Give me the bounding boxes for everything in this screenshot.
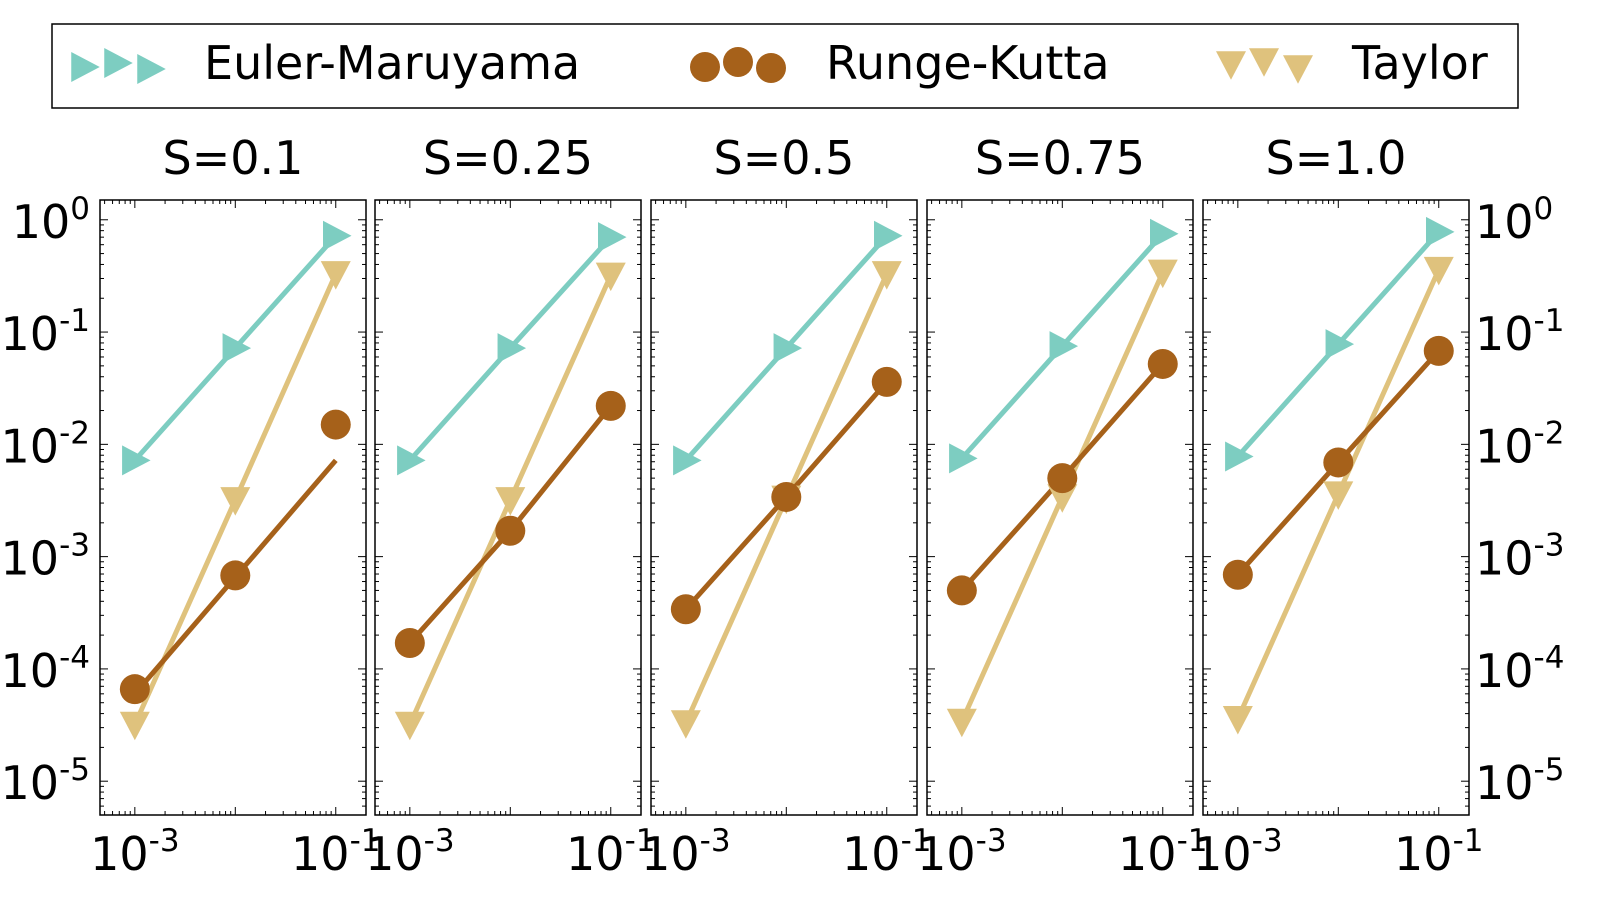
plot-area-frame	[926, 199, 1194, 816]
data-point-taylor	[670, 710, 701, 739]
data-point-euler-maruyama	[1225, 441, 1254, 472]
data-point-runge-kutta	[1323, 447, 1354, 478]
data-point-runge-kutta	[946, 575, 977, 606]
panel-title: S=0.5	[714, 131, 855, 185]
y-tick-label-right: 10-3	[1475, 528, 1564, 586]
data-point-runge-kutta	[1423, 335, 1454, 366]
legend: Euler-Maruyama Runge-Kutta Taylor	[51, 23, 1519, 109]
x-tick-label: 10-3	[90, 823, 179, 881]
data-point-runge-kutta	[771, 481, 802, 512]
data-point-taylor	[1222, 705, 1253, 735]
data-point-taylor	[394, 711, 425, 741]
y-tick-label-right: 10-4	[1475, 640, 1564, 698]
legend-marker-taylor	[1283, 55, 1313, 84]
x-tick-label: 10-1	[566, 823, 655, 881]
data-point-euler-maruyama	[497, 333, 527, 364]
panel-title: S=1.0	[1266, 131, 1407, 185]
data-point-euler-maruyama	[1426, 216, 1455, 247]
data-point-runge-kutta	[394, 628, 425, 659]
panel-2: S=0.25 10-3 10-1	[365, 131, 655, 881]
y-tick-label-left: 10-3	[1, 528, 90, 586]
data-point-euler-maruyama	[598, 222, 627, 253]
data-point-taylor	[1323, 481, 1354, 510]
data-point-taylor	[119, 711, 150, 741]
data-point-taylor	[595, 262, 626, 292]
legend-marker-euler-maruyama	[104, 48, 133, 78]
data-point-euler-maruyama	[222, 333, 252, 364]
legend-marker-euler-maruyama	[137, 54, 166, 84]
panel-title: S=0.25	[423, 131, 593, 185]
legend-label-euler-maruyama: Euler-Maruyama	[204, 36, 580, 90]
y-tick-label-left: 100	[12, 191, 90, 249]
y-tick-label-right: 10-2	[1475, 415, 1564, 473]
data-point-runge-kutta	[119, 674, 150, 705]
data-point-runge-kutta	[220, 560, 251, 591]
data-point-runge-kutta	[871, 366, 902, 397]
x-tick-label: 10-1	[291, 823, 380, 881]
data-point-taylor	[871, 261, 902, 290]
data-point-taylor	[1047, 484, 1078, 513]
data-point-taylor	[320, 261, 351, 290]
legend-marker-taylor	[1249, 48, 1279, 77]
plot-area-frame	[650, 199, 918, 816]
panel-4: S=0.75 10-3 10-1	[917, 131, 1207, 881]
data-point-euler-maruyama	[949, 443, 978, 474]
x-tick-label: 10-3	[641, 823, 730, 881]
x-tick-label: 10-3	[917, 823, 1006, 881]
data-point-euler-maruyama	[773, 333, 803, 364]
data-point-euler-maruyama	[1049, 331, 1079, 362]
data-point-runge-kutta	[595, 390, 626, 421]
data-point-runge-kutta	[1047, 463, 1078, 494]
legend-marker-taylor	[1216, 51, 1246, 80]
data-point-euler-maruyama	[397, 445, 426, 476]
data-point-euler-maruyama	[874, 220, 903, 251]
data-point-euler-maruyama	[1150, 218, 1179, 249]
x-tick-label: 10-1	[842, 823, 931, 881]
plot-area-frame	[1202, 199, 1470, 816]
data-point-euler-maruyama	[122, 445, 151, 476]
y-tick-label-left: 10-5	[1, 752, 90, 810]
legend-marker-euler-maruyama	[71, 52, 100, 82]
data-point-runge-kutta	[1222, 559, 1253, 590]
plot-area-frame	[99, 199, 367, 816]
y-tick-label-left: 10-1	[1, 303, 90, 361]
x-tick-label: 10-1	[1394, 823, 1483, 881]
y-tick-label-left: 10-2	[1, 415, 90, 473]
data-point-taylor	[1423, 256, 1454, 286]
panel-1: S=0.1 10-3 10-1 100 10-1 10-2 10-3 10-4 10-5	[1, 131, 381, 881]
data-point-euler-maruyama	[673, 445, 702, 476]
data-point-runge-kutta	[1147, 348, 1178, 379]
y-tick-label-right: 100	[1475, 191, 1553, 249]
data-point-runge-kutta	[495, 515, 526, 546]
panel-title: S=0.1	[163, 131, 304, 185]
panel-5: S=1.0 10-3 10-1 100 10-1 10-2 10-3 10-4 10-5	[1193, 131, 1564, 881]
y-tick-label-right: 10-5	[1475, 752, 1564, 810]
data-point-runge-kutta	[320, 409, 351, 440]
y-tick-label-right: 10-1	[1475, 303, 1564, 361]
panel-3: S=0.5 10-3 10-1	[641, 131, 931, 881]
x-tick-label: 10-3	[1193, 823, 1282, 881]
data-point-taylor	[946, 708, 977, 738]
data-point-taylor	[495, 487, 526, 516]
x-tick-label: 10-1	[1118, 823, 1207, 881]
x-tick-label: 10-3	[365, 823, 454, 881]
legend-label-runge-kutta: Runge-Kutta	[826, 36, 1110, 90]
data-point-euler-maruyama	[323, 220, 352, 251]
data-point-runge-kutta	[670, 594, 701, 625]
legend-marker-runge-kutta	[690, 52, 720, 82]
data-point-euler-maruyama	[1325, 329, 1355, 360]
plot-area-frame	[374, 199, 642, 816]
data-point-taylor	[220, 487, 251, 516]
data-point-taylor	[1147, 259, 1178, 289]
y-tick-label-left: 10-4	[1, 640, 90, 698]
panel-title: S=0.75	[975, 131, 1145, 185]
legend-marker-runge-kutta	[756, 53, 786, 83]
legend-label-taylor: Taylor	[1351, 36, 1488, 90]
legend-marker-runge-kutta	[723, 47, 753, 77]
